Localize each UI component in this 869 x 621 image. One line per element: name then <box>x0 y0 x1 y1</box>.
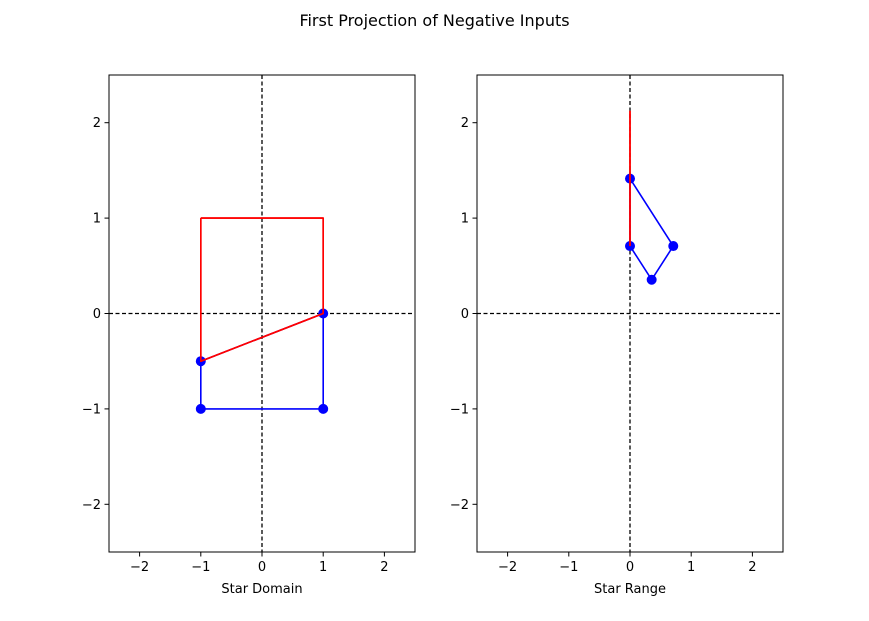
x-tick-label: −1 <box>559 560 578 575</box>
x-tick-label: −1 <box>191 560 210 575</box>
x-tick-label: 2 <box>748 560 756 575</box>
x-tick-label: 1 <box>687 560 695 575</box>
series-1-point-1 <box>195 403 206 414</box>
y-tick-label: −1 <box>450 402 469 417</box>
y-tick-label: −1 <box>82 402 101 417</box>
y-tick-label: 2 <box>93 116 101 131</box>
subplot-1: −2 −1 0 1 2 −2 −1 0 1 2 Star Domain <box>82 74 416 597</box>
y-tick-label: 1 <box>93 212 101 227</box>
subplots: −2 −1 0 1 2 −2 −1 0 1 2 Star Domain −2 −1 0 1 2 −2 −1 0 1 2 S… <box>82 74 784 597</box>
y-tick-label: −2 <box>82 498 101 513</box>
plot-area <box>477 75 783 552</box>
x-tick-label: 2 <box>380 560 388 575</box>
plot-area <box>109 75 415 552</box>
y-tick-label: 0 <box>461 307 469 322</box>
y-tick-label: 1 <box>461 212 469 227</box>
subplot-2: −2 −1 0 1 2 −2 −1 0 1 2 Star Range <box>450 74 784 597</box>
x-tick-label: −2 <box>130 560 149 575</box>
series-1-point-2 <box>646 274 657 285</box>
x-tick-label: 0 <box>626 560 634 575</box>
y-tick-label: 2 <box>461 116 469 131</box>
x-tick-label: −2 <box>498 560 517 575</box>
x-axis-label: Star Domain <box>221 582 302 597</box>
series-1-point-2 <box>318 403 329 414</box>
x-tick-label: 1 <box>319 560 327 575</box>
y-tick-label: −2 <box>450 498 469 513</box>
series-1-line <box>629 177 675 281</box>
x-axis-label: Star Range <box>594 582 666 597</box>
series-1-point-3 <box>668 241 679 252</box>
figure-title: First Projection of Negative Inputs <box>299 11 569 30</box>
x-tick-label: 0 <box>258 560 266 575</box>
series-2-line-overlay <box>200 217 324 362</box>
y-tick-label: 0 <box>93 307 101 322</box>
